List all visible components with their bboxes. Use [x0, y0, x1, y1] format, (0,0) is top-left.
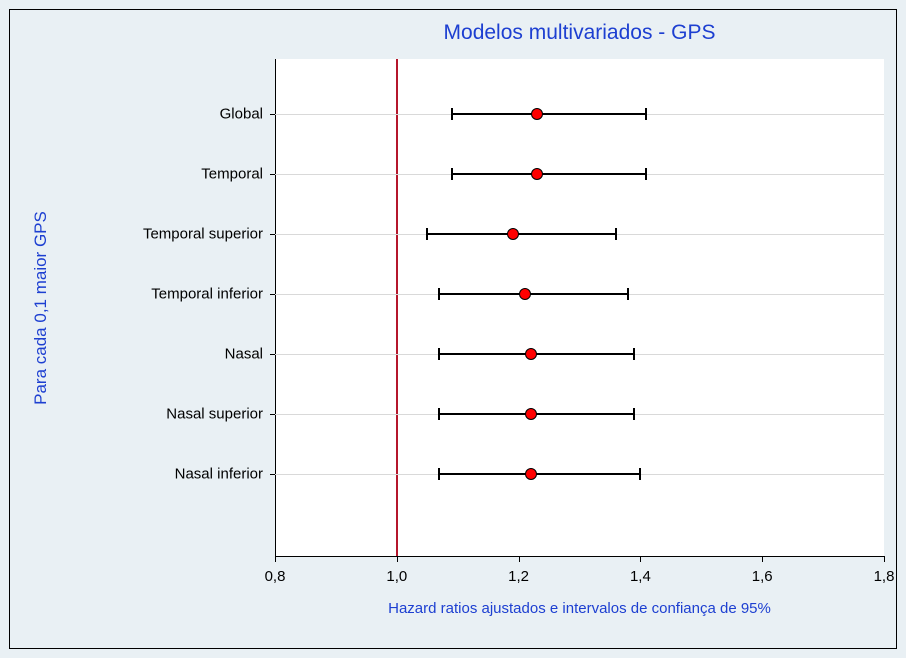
ci-bar — [427, 233, 616, 235]
ci-cap — [451, 108, 453, 120]
ci-cap — [627, 288, 629, 300]
hr-point — [525, 408, 537, 420]
y-tick — [270, 354, 275, 355]
category-label: Global — [220, 106, 263, 123]
ci-cap — [438, 348, 440, 360]
category-label: Nasal — [225, 346, 263, 363]
hr-point — [531, 168, 543, 180]
chart-title: Modelos multivariados - GPS — [444, 21, 716, 45]
y-tick — [270, 294, 275, 295]
y-tick — [270, 114, 275, 115]
ci-bar — [439, 473, 640, 475]
ci-cap — [633, 408, 635, 420]
x-tick-label: 1,2 — [508, 568, 529, 585]
hr-point — [525, 468, 537, 480]
x-tick-label: 1,0 — [386, 568, 407, 585]
ci-cap — [426, 228, 428, 240]
x-axis-line — [275, 556, 884, 557]
ci-bar — [439, 413, 634, 415]
ci-bar — [439, 293, 628, 295]
x-tick-label: 1,8 — [874, 568, 895, 585]
category-label: Nasal inferior — [175, 466, 263, 483]
x-tick — [275, 556, 276, 562]
x-tick — [762, 556, 763, 562]
y-axis-line — [275, 59, 276, 556]
y-tick — [270, 174, 275, 175]
category-label: Temporal superior — [143, 226, 263, 243]
y-tick — [270, 474, 275, 475]
category-label: Temporal — [201, 166, 263, 183]
y-tick — [270, 414, 275, 415]
category-label: Temporal inferior — [151, 286, 263, 303]
hr-point — [507, 228, 519, 240]
reference-line — [396, 59, 398, 556]
ci-cap — [451, 168, 453, 180]
hr-point — [525, 348, 537, 360]
x-tick — [519, 556, 520, 562]
ci-cap — [645, 108, 647, 120]
x-tick-label: 0,8 — [265, 568, 286, 585]
ci-cap — [438, 468, 440, 480]
hr-point — [531, 108, 543, 120]
ci-bar — [452, 173, 647, 175]
ci-cap — [615, 228, 617, 240]
ci-bar — [452, 113, 647, 115]
ci-cap — [645, 168, 647, 180]
x-tick-label: 1,6 — [752, 568, 773, 585]
x-tick — [884, 556, 885, 562]
ci-cap — [438, 408, 440, 420]
x-tick — [640, 556, 641, 562]
figure-outer: Modelos multivariados - GPS Hazard ratio… — [0, 0, 906, 658]
y-tick — [270, 234, 275, 235]
x-tick-label: 1,4 — [630, 568, 651, 585]
ci-cap — [633, 348, 635, 360]
y-axis-title: Para cada 0,1 maior GPS — [31, 211, 51, 405]
hr-point — [519, 288, 531, 300]
ci-cap — [438, 288, 440, 300]
plot-area — [275, 59, 884, 556]
ci-bar — [439, 353, 634, 355]
x-axis-title: Hazard ratios ajustados e intervalos de … — [388, 600, 771, 617]
ci-cap — [639, 468, 641, 480]
category-label: Nasal superior — [166, 406, 263, 423]
x-tick — [397, 556, 398, 562]
